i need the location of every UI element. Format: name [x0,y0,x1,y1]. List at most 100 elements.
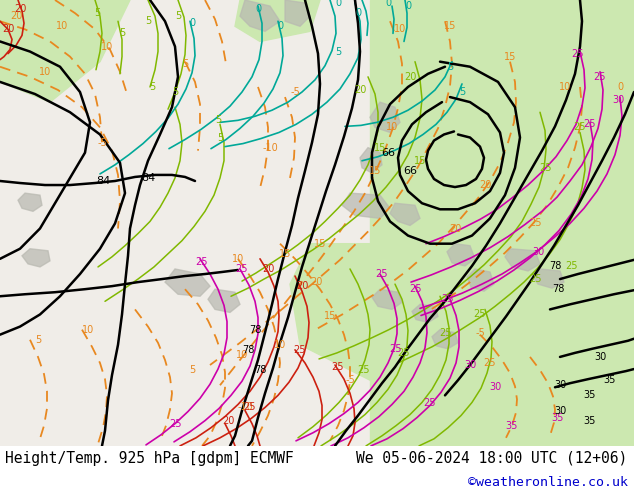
Polygon shape [290,244,480,385]
Text: 20: 20 [404,72,416,82]
Polygon shape [208,289,240,313]
Text: 30: 30 [594,352,606,362]
Text: 66: 66 [381,147,395,158]
Text: 84: 84 [141,173,155,183]
Text: 5: 5 [217,132,223,143]
Text: 15: 15 [414,156,426,166]
Polygon shape [342,193,390,219]
Text: 30: 30 [489,382,501,392]
Text: 0: 0 [255,4,261,14]
Text: 15: 15 [324,312,336,321]
Text: 25: 25 [398,348,410,358]
Text: -10: -10 [237,402,253,413]
Polygon shape [0,0,130,102]
Text: 10: 10 [39,67,51,77]
Polygon shape [532,269,564,288]
Text: 25: 25 [294,345,306,355]
Text: 25: 25 [332,362,344,372]
Text: 25: 25 [529,219,541,228]
Text: -5: -5 [97,138,107,147]
Text: 0: 0 [405,1,411,11]
Text: -5: -5 [475,328,485,338]
Text: 10: 10 [386,122,398,132]
Text: 25: 25 [584,120,596,129]
Text: 15: 15 [279,249,291,259]
Polygon shape [370,0,634,446]
Text: 20: 20 [262,264,274,274]
Text: -5: -5 [290,87,300,97]
Text: 15: 15 [504,51,516,62]
Text: 20: 20 [2,24,14,34]
Text: 5: 5 [172,87,178,97]
Text: 5: 5 [145,16,151,26]
Text: 20: 20 [449,223,461,234]
Text: 84: 84 [96,176,110,186]
Text: We 05-06-2024 18:00 UTC (12+06): We 05-06-2024 18:00 UTC (12+06) [356,451,628,466]
Text: 30: 30 [554,380,566,390]
Text: 10: 10 [82,324,94,335]
Text: 25: 25 [235,264,247,274]
Polygon shape [235,0,320,42]
Polygon shape [467,269,494,291]
Text: 20: 20 [310,277,322,287]
Text: 25: 25 [529,274,541,284]
Text: 0: 0 [277,21,283,31]
Text: 25: 25 [474,310,486,319]
Text: 5: 5 [189,365,195,375]
Text: 35: 35 [584,416,596,426]
Text: 5: 5 [215,115,221,125]
Text: 5: 5 [35,335,41,345]
Text: 5: 5 [447,62,453,72]
Text: 20: 20 [222,416,234,426]
Text: 15: 15 [374,143,386,152]
Text: 35: 35 [552,413,564,422]
Text: 25: 25 [594,72,606,82]
Text: 5: 5 [175,11,181,21]
Text: 0: 0 [617,82,623,92]
Text: 10: 10 [101,42,113,51]
Text: 35: 35 [584,391,596,400]
Text: 0: 0 [189,18,195,28]
Text: 78: 78 [552,284,564,294]
Polygon shape [165,269,210,296]
Text: 25: 25 [409,284,421,294]
Text: 78: 78 [254,365,266,375]
Text: 25: 25 [358,365,370,375]
Text: 20: 20 [10,11,22,21]
Text: 25: 25 [442,294,454,304]
Text: 5: 5 [459,87,465,97]
Polygon shape [447,244,475,266]
Text: 25: 25 [424,398,436,409]
Text: 0: 0 [335,0,341,8]
Text: 10: 10 [232,254,244,264]
Text: 35: 35 [506,421,518,431]
Polygon shape [240,0,280,31]
Text: 25: 25 [376,269,388,279]
Text: 78: 78 [242,345,254,355]
Text: 15: 15 [369,166,381,176]
Text: 20: 20 [479,180,491,190]
Text: 25: 25 [574,122,586,132]
Text: 78: 78 [249,324,261,335]
Text: 10: 10 [274,340,286,350]
Text: Height/Temp. 925 hPa [gdpm] ECMWF: Height/Temp. 925 hPa [gdpm] ECMWF [5,451,294,466]
Text: 5: 5 [149,82,155,92]
Text: 30: 30 [612,95,624,105]
Polygon shape [505,249,540,271]
Text: -10: -10 [262,143,278,152]
Text: 25: 25 [243,402,256,413]
Polygon shape [412,304,438,322]
Text: 25: 25 [572,49,585,59]
Text: 25: 25 [169,418,181,429]
Text: 66: 66 [403,166,417,176]
Text: 30: 30 [554,406,566,416]
Text: 30: 30 [532,247,544,257]
Text: 25: 25 [484,358,496,368]
Text: 35: 35 [604,375,616,385]
Text: 5: 5 [94,8,100,18]
Polygon shape [22,249,50,267]
Text: -5: -5 [345,375,355,385]
Text: 25: 25 [439,328,451,338]
Polygon shape [372,289,402,309]
Text: 25: 25 [195,257,207,267]
